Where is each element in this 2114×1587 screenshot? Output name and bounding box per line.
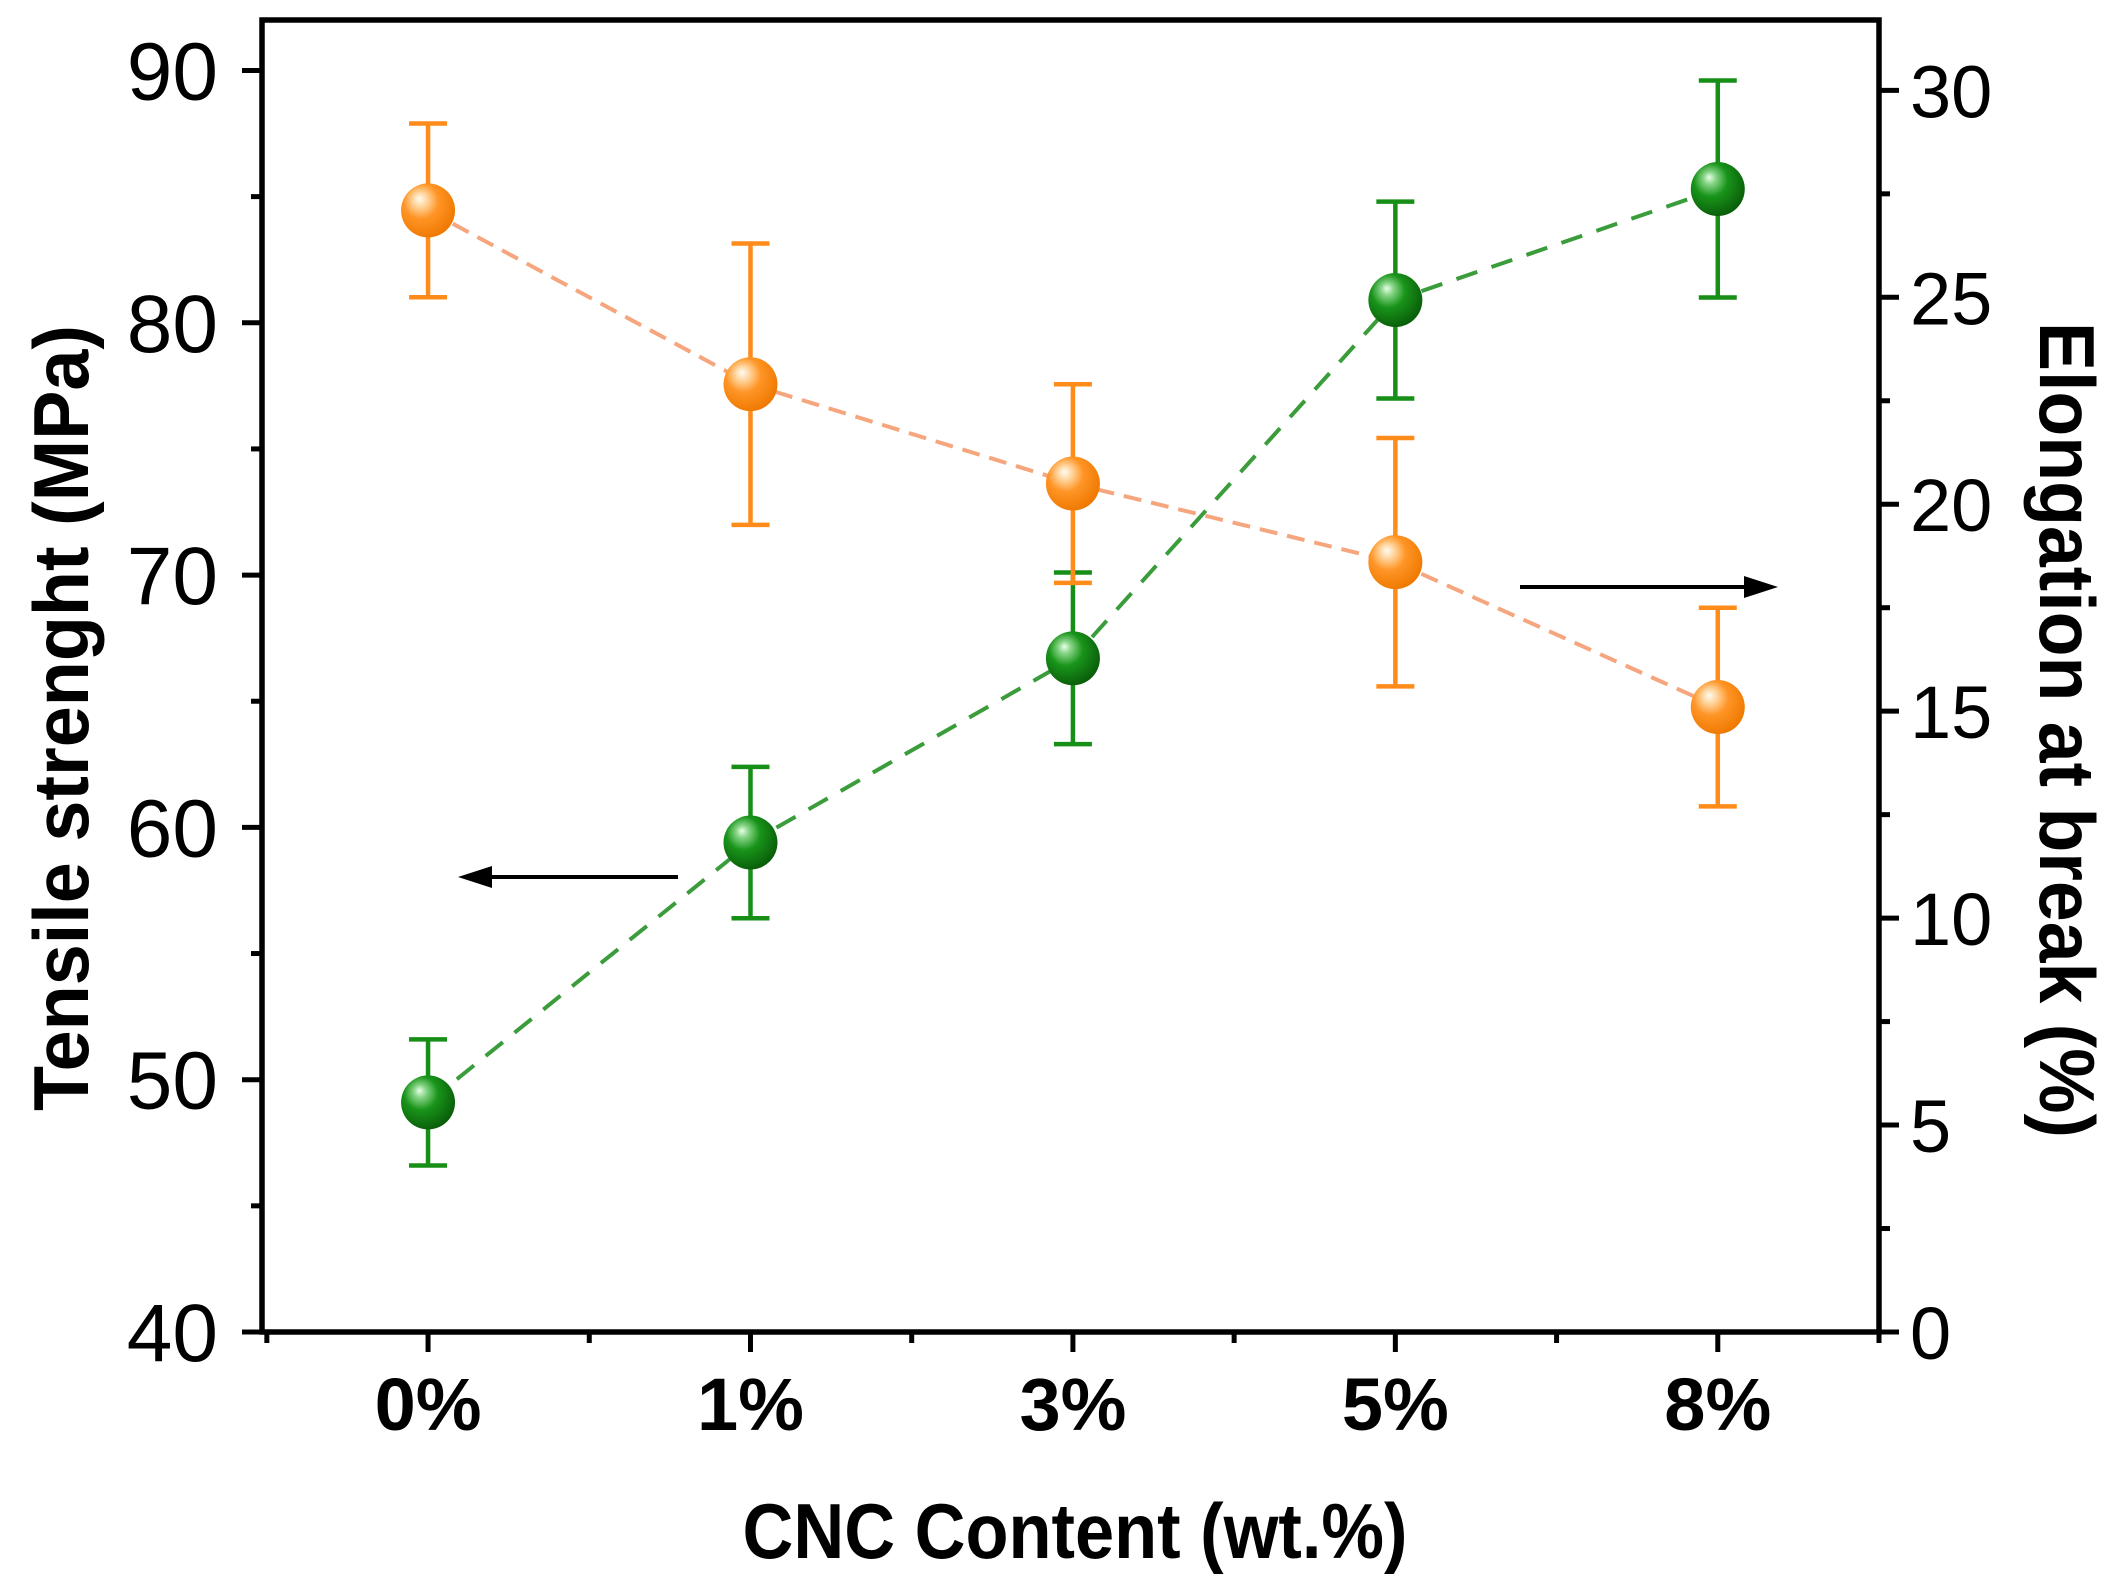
data-markers: [401, 162, 1745, 1130]
y-left-tick-label: 50: [127, 1036, 218, 1127]
tensile-strength-point: [401, 1075, 456, 1130]
elongation-point: [1690, 680, 1745, 735]
y-left-tick-label: 60: [127, 783, 218, 874]
x-tick-label: 3%: [1019, 1363, 1126, 1446]
x-tick-label: 1%: [697, 1363, 804, 1446]
tensile-strength-point: [723, 815, 778, 870]
axis-ticks: [242, 67, 1899, 1352]
x-tick-label: 5%: [1342, 1363, 1449, 1446]
x-axis-title: CNC Content (wt.%): [743, 1487, 1408, 1575]
elongation-point: [723, 357, 778, 412]
axis-tick-labels: 40 50 60 70 80 90 0 5 10 15 20 25 30 0% 1% 3% 5% 8%: [127, 26, 1993, 1446]
y-right-tick-label: 10: [1910, 878, 1992, 961]
y-right-tick-label: 15: [1910, 671, 1992, 754]
y-left-tick-label: 40: [127, 1288, 218, 1379]
elongation-point: [401, 183, 456, 238]
right-axis-arrow: [1520, 576, 1778, 598]
y-left-tick-label: 70: [127, 531, 218, 622]
tensile-strength-point: [1368, 273, 1423, 328]
y-right-tick-label: 30: [1910, 50, 1992, 133]
x-tick-label: 0%: [375, 1363, 482, 1446]
y-left-tick-label: 80: [127, 279, 218, 370]
left-axis-arrow: [458, 866, 678, 888]
y-right-tick-label: 25: [1910, 257, 1992, 340]
error-bars: [409, 78, 1737, 1168]
x-tick-label: 8%: [1664, 1363, 1771, 1446]
y-right-tick-label: 20: [1910, 464, 1992, 547]
elongation-point: [1045, 456, 1100, 511]
elongation-point: [1368, 535, 1423, 590]
y-right-axis-title: Elongation at break (%): [2023, 322, 2111, 1138]
y-right-tick-label: 5: [1910, 1085, 1951, 1168]
y-left-axis-title: Tensile strenght (MPa): [17, 325, 105, 1111]
y-left-tick-label: 90: [127, 26, 218, 117]
tensile-strength-point: [1690, 162, 1745, 217]
y-right-tick-label: 0: [1910, 1292, 1951, 1375]
tensile-strength-point: [1045, 631, 1100, 686]
